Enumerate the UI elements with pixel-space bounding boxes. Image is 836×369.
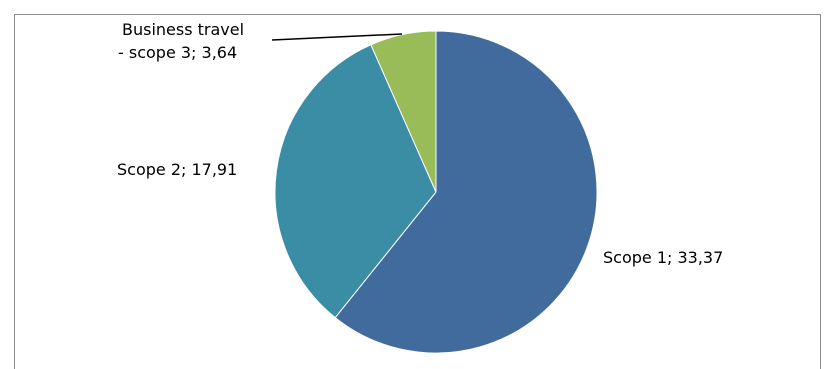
leader-line [271, 33, 403, 41]
pie-slice-2 [274, 44, 437, 319]
label-business-travel-line1: Business travel [122, 20, 244, 39]
label-business-travel-line2: - scope 3; 3,64 [118, 43, 237, 62]
label-scope-2: Scope 2; 17,91 [117, 160, 237, 179]
label-scope-1: Scope 1; 33,37 [603, 248, 723, 267]
pie-slice-3 [370, 30, 437, 193]
pie-slice-1 [334, 30, 598, 354]
